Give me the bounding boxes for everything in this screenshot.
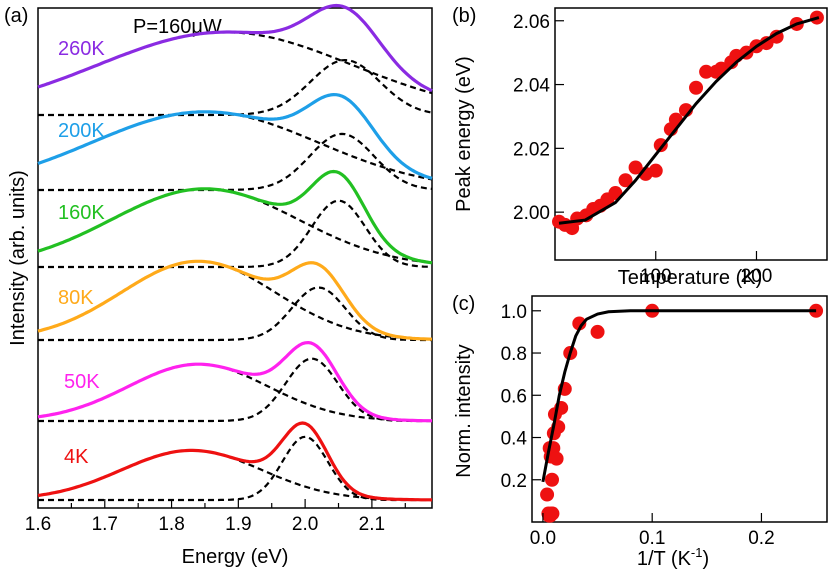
panel-a-x-ticks: 1.6 1.7 1.8 1.9 2.0 2.1	[25, 499, 406, 535]
norm-intensity-point	[544, 472, 559, 487]
fit-high-energy-80K	[38, 286, 432, 342]
panel-a-annotation: P=160μW	[133, 16, 222, 38]
panel-b-ticks: 100 200 2.00 2.02 2.04 2.06	[513, 12, 772, 287]
panel-c-y-tick-label: 0.2	[501, 471, 527, 492]
panel-c-y-tick-label: 0.8	[501, 344, 527, 365]
panel-b-y-tick-label: 2.06	[513, 12, 550, 33]
spectrum-200K	[37, 93, 433, 180]
panel-c-label: (c)	[452, 293, 475, 315]
panel-b-label: (b)	[452, 5, 476, 27]
norm-intensity-point	[549, 451, 564, 466]
spectrum-80K	[37, 259, 433, 341]
panel-c-x-tick-label: 0.1	[639, 528, 665, 549]
temperature-label-200K: 200K	[58, 120, 105, 142]
spectrum-160K	[37, 169, 433, 265]
panel-b: (b) 100 200 2.00 2.02 2.04 2.06 Temperature (…	[452, 5, 828, 289]
panel-c-y-tick-label: 0.6	[501, 386, 527, 407]
panel-b-plot-area	[552, 10, 824, 236]
temperature-label-50K: 50K	[64, 371, 100, 393]
panel-b-y-tick-label: 2.02	[513, 139, 550, 160]
panel-c-y-tick-label: 1.0	[501, 302, 527, 323]
panel-c: (c) 0.0 0.1 0.2 0.2 0.4 0.6 0.8 1.0 1/T (K-1) N…	[452, 293, 828, 570]
peak-energy-point	[648, 163, 663, 178]
panel-c-x-axis-label-close: )	[702, 548, 709, 570]
panel-a-x-tick-label: 1.8	[158, 514, 184, 535]
panel-a-label: (a)	[4, 5, 28, 27]
spectrum-4K	[37, 421, 433, 502]
panel-c-y-axis-label: Norm. intensity	[453, 344, 475, 477]
panel-c-plot-area	[540, 303, 824, 523]
panel-a-x-tick-label: 1.6	[25, 514, 51, 535]
panel-c-y-tick-label: 0.4	[501, 429, 528, 450]
fit-high-energy-4K	[38, 435, 432, 502]
temperature-label-160K: 160K	[58, 202, 105, 224]
fit-high-energy-160K	[38, 199, 433, 269]
panel-c-x-axis-label-main: 1/T (K	[637, 548, 692, 570]
spectrum-260K	[37, 3, 433, 93]
panel-b-frame	[554, 7, 828, 261]
spectrum-50K	[37, 341, 433, 423]
fit-high-energy-50K	[38, 357, 432, 423]
panel-b-y-axis-label: Peak energy (eV)	[453, 56, 475, 212]
panel-b-y-tick-label: 2.04	[513, 76, 550, 97]
norm-intensity-fit-curve	[541, 309, 817, 483]
peak-energy-point	[628, 160, 643, 175]
panel-c-ticks: 0.0 0.1 0.2 0.2 0.4 0.6 0.8 1.0	[501, 302, 775, 549]
peak-energy-point	[759, 36, 774, 51]
panel-a-x-tick-label: 1.9	[225, 514, 251, 535]
temperature-label-80K: 80K	[58, 287, 94, 309]
fit-high-energy-260K	[38, 58, 433, 117]
temperature-label-4K: 4K	[64, 446, 89, 468]
panel-a-x-tick-label: 2.1	[359, 514, 385, 535]
panel-a-frame	[37, 7, 433, 509]
panel-c-frame	[531, 295, 828, 523]
peak-energy-point	[618, 173, 633, 188]
fit-high-energy-200K	[38, 132, 433, 192]
panel-b-x-axis-label: Temperature (K)	[618, 267, 763, 289]
panel-c-x-tick-label: 0.0	[530, 528, 556, 549]
panel-b-x-tick-label: 200	[741, 266, 773, 287]
norm-intensity-point	[590, 324, 605, 339]
panel-b-y-tick-label: 2.00	[513, 203, 550, 224]
norm-intensity-point	[540, 487, 555, 502]
peak-energy-point	[689, 80, 704, 95]
panel-b-x-tick-label: 100	[640, 266, 672, 287]
panel-a-y-axis-label: Intensity (arb. units)	[7, 170, 29, 346]
norm-intensity-point	[572, 316, 587, 331]
panel-c-x-axis-label: 1/T (K-1)	[637, 545, 709, 570]
panel-c-x-tick-label: 0.2	[748, 528, 774, 549]
norm-intensity-point	[545, 506, 560, 521]
panel-a-x-tick-label: 1.7	[92, 514, 118, 535]
panel-c-x-axis-label-superscript: -1	[691, 545, 703, 560]
peak-energy-fit-curve	[558, 16, 820, 225]
peak-energy-point	[699, 64, 714, 79]
panel-a-x-tick-label: 2.0	[292, 514, 318, 535]
panel-a-x-axis-label: Energy (eV)	[182, 546, 289, 568]
temperature-label-260K: 260K	[58, 38, 105, 60]
panel-a-plot-area: 260K 200K 160K 80K 50K 4K	[37, 3, 433, 502]
